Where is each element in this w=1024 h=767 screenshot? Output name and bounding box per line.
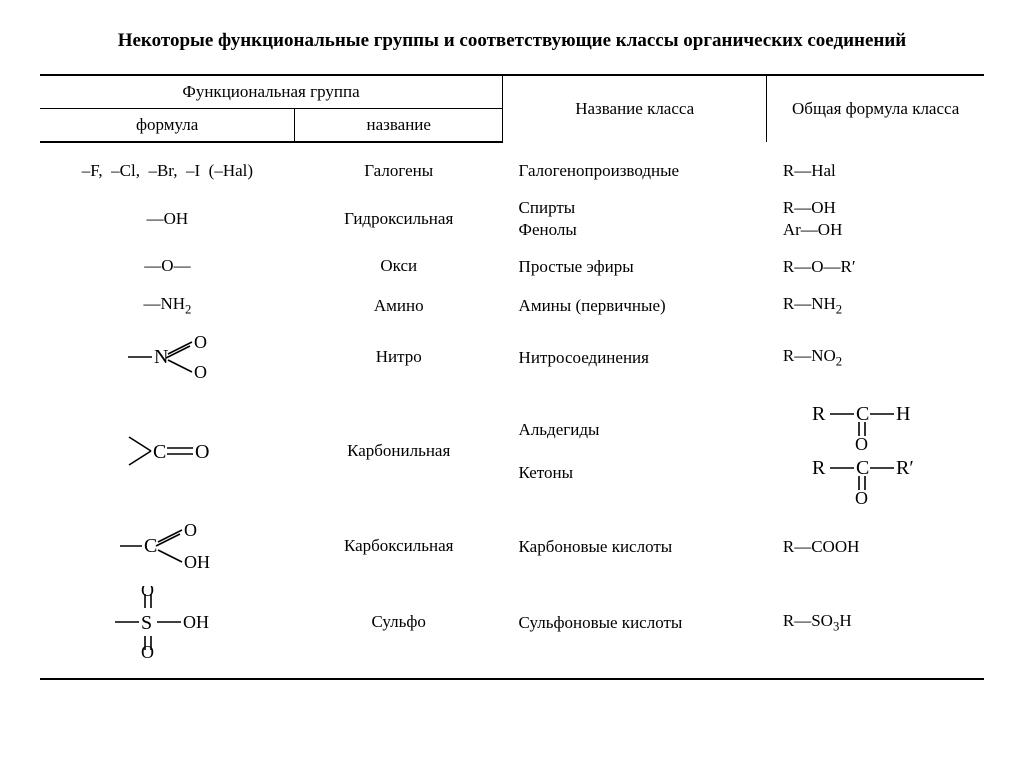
svg-text:O: O [194,362,207,380]
cell-general: R—NH2 [767,285,984,326]
table-row: S O O OH СульфоСульфоновые кислотыR—SO3H [40,578,984,679]
svg-text:C: C [856,457,869,479]
cell-name: Амино [295,285,503,326]
cell-class: Амины (первичные) [503,285,767,326]
cell-general: R—SO3H [767,578,984,679]
cell-formula: —OH [40,189,295,248]
cell-class: Нитросоединения [503,326,767,388]
svg-text:O: O [855,434,868,454]
svg-text:S: S [141,612,152,634]
svg-text:N: N [154,346,168,368]
cell-class: Сульфоновые кислоты [503,578,767,679]
cell-general: R—NO2 [767,326,984,388]
svg-text:C: C [144,535,157,557]
cell-name: Карбоксильная [295,514,503,578]
cell-formula: —O— [40,248,295,285]
cell-name: Карбонильная [295,388,503,514]
header-name: название [295,109,503,143]
cell-general: R—O—R′ [767,248,984,285]
svg-text:H: H [896,403,910,425]
cell-general: R—Hal [767,142,984,189]
cell-name: Сульфо [295,578,503,679]
cell-general: R C H O R C R′ O [767,388,984,514]
svg-text:R: R [812,457,826,479]
svg-text:O: O [184,522,197,540]
table-row: —O—ОксиПростые эфирыR—O—R′ [40,248,984,285]
cell-class: Галогенопроизводные [503,142,767,189]
svg-text:O: O [141,586,154,600]
header-formula: формула [40,109,295,143]
table-row: C O OH КарбоксильнаяКарбоновые кислотыR—… [40,514,984,578]
table-row: N O O НитроНитросоединенияR—NO2 [40,326,984,388]
cell-formula: —NH2 [40,285,295,326]
cell-formula: N O O [40,326,295,388]
svg-text:O: O [855,488,868,506]
cell-class: АльдегидыКетоны [503,388,767,514]
header-general: Общая формула класса [767,75,984,142]
cell-formula: C O [40,388,295,514]
table-row: –F, –Cl, –Br, –I (–Hal)ГалогеныГалогеноп… [40,142,984,189]
svg-text:OH: OH [183,612,209,632]
svg-text:O: O [194,334,207,352]
cell-name: Гидроксильная [295,189,503,248]
table-row: C O КарбонильнаяАльдегидыКетоны R C H O … [40,388,984,514]
cell-class: СпиртыФенолы [503,189,767,248]
cell-formula: S O O OH [40,578,295,679]
cell-formula: –F, –Cl, –Br, –I (–Hal) [40,142,295,189]
table-row: —OHГидроксильнаяСпиртыФенолыR—OHAr—OH [40,189,984,248]
cell-name: Нитро [295,326,503,388]
cell-name: Галогены [295,142,503,189]
cell-class: Карбоновые кислоты [503,514,767,578]
svg-text:C: C [856,403,869,425]
page-title: Некоторые функциональные группы и соотве… [40,30,984,52]
header-group: Функциональная группа [40,75,503,109]
cell-formula: C O OH [40,514,295,578]
svg-text:C: C [153,441,166,463]
cell-class: Простые эфиры [503,248,767,285]
svg-text:R′: R′ [896,457,914,479]
cell-name: Окси [295,248,503,285]
svg-text:O: O [195,441,209,463]
svg-text:OH: OH [184,552,210,570]
cell-general: R—COOH [767,514,984,578]
header-class: Название класса [503,75,767,142]
svg-text:R: R [812,403,826,425]
functional-groups-table: Функциональная группа Название класса Об… [40,74,984,680]
table-row: —NH2АминоАмины (первичные)R—NH2 [40,285,984,326]
cell-general: R—OHAr—OH [767,189,984,248]
svg-text:O: O [141,642,154,658]
